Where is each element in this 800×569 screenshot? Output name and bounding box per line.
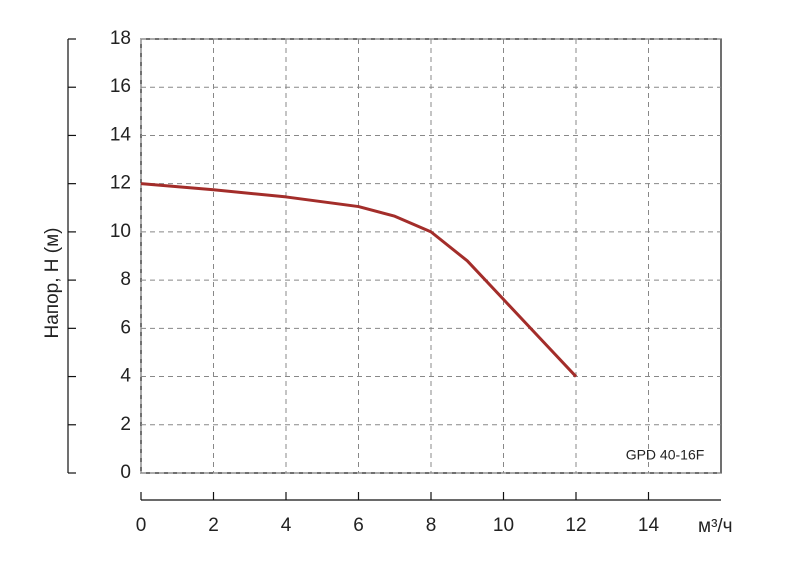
x-tick-label: 6	[353, 515, 364, 536]
y-tick-label: 10	[110, 221, 131, 242]
x-tick-label: 8	[426, 515, 437, 536]
series-line	[140, 182, 578, 378]
x-tick-label: 4	[281, 515, 292, 536]
y-tick-label: 0	[120, 462, 131, 483]
y-tick-label: 6	[120, 317, 131, 338]
y-axis-label: Напор, Н (м)	[42, 228, 63, 339]
y-tick-label: 12	[110, 173, 131, 194]
y-tick-label: 8	[120, 269, 131, 290]
y-tick-label: 4	[120, 366, 131, 387]
series-label: GPD 40-16F	[626, 447, 705, 463]
y-tick-label: 14	[110, 124, 132, 145]
x-tick-label: 12	[565, 515, 586, 536]
x-axis-label: м³/ч	[698, 516, 733, 537]
x-tick-label: 2	[208, 515, 219, 536]
y-tick-label: 16	[110, 76, 131, 97]
y-tick-label: 2	[120, 414, 131, 435]
x-tick-label: 10	[493, 515, 514, 536]
x-tick-label: 14	[638, 515, 660, 536]
y-tick-label: 18	[110, 28, 131, 49]
x-tick-label: 0	[136, 515, 147, 536]
